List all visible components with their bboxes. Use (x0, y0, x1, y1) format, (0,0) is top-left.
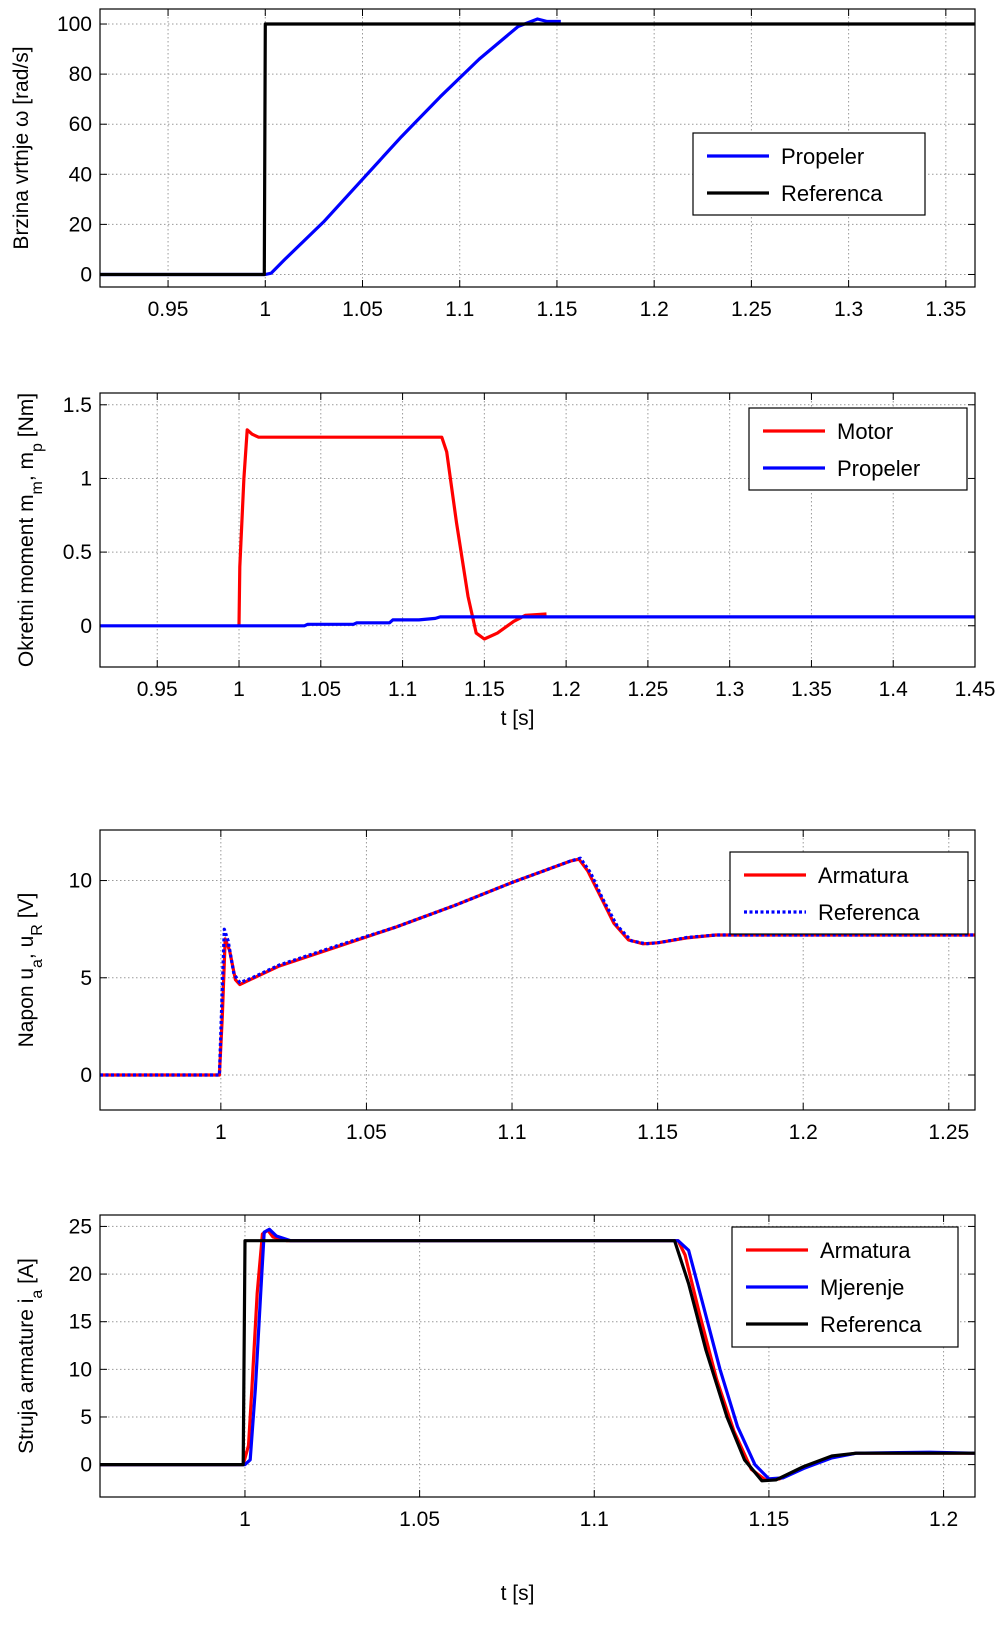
y-tick-label: 25 (69, 1215, 92, 1238)
x-tick-label: 1.15 (464, 678, 505, 701)
axes-box (99, 829, 976, 1111)
y-axis-label: Struja armature ia [A] (15, 1258, 46, 1454)
x-tick-label: 1 (239, 1508, 251, 1531)
x-tick-label: 1.1 (445, 298, 474, 321)
series-line-armatura (100, 857, 975, 1077)
y-tick-label: 5 (80, 967, 92, 990)
legend-label: Mjerenje (820, 1275, 904, 1300)
series-line-propeler (100, 615, 975, 628)
axes-box (99, 8, 976, 288)
x-tick-label: 1.4 (879, 678, 909, 701)
axes-box (99, 1214, 976, 1498)
chart-3: 1 1.05 1.1 1.15 1.2 1.25 0 5 10 Napon ua, uR [V] A… (15, 829, 976, 1144)
y-tick-label: 100 (57, 13, 92, 36)
x-tick-label: 1.35 (925, 298, 966, 321)
x-tick-label: 1.1 (388, 678, 417, 701)
x-tick-label: 1.2 (929, 1508, 958, 1531)
x-tick-label: 1.35 (791, 678, 832, 701)
x-tick-label: 1.2 (552, 678, 581, 701)
legend-box (729, 851, 969, 935)
x-tick-label: 1.05 (342, 298, 383, 321)
x-axis-label: t [s] (501, 707, 535, 730)
y-tick-label: 10 (69, 1358, 92, 1381)
x-tick-label: 1.05 (300, 678, 341, 701)
series-line-referenca (100, 22, 975, 277)
series-line-referenca (100, 1239, 975, 1483)
x-tick-label: 1.3 (834, 298, 863, 321)
x-tick-label: 1.45 (955, 678, 996, 701)
x-tick-label: 1.15 (748, 1508, 789, 1531)
legend-label: Referenca (781, 181, 883, 206)
legend-label: Propeler (837, 456, 920, 481)
legend-label: Motor (837, 419, 893, 444)
legend: Motor Propeler (748, 407, 968, 491)
legend-label: Armatura (818, 863, 909, 888)
legend-label: Propeler (781, 144, 864, 169)
chart-4: 1 1.05 1.1 1.15 1.2 0 5 10 15 20 25 Struja armature… (15, 1214, 976, 1605)
y-tick-label: 20 (69, 213, 92, 236)
y-tick-label: 1.5 (63, 394, 92, 417)
x-tick-label: 1.15 (537, 298, 578, 321)
x-tick-label: 1.25 (731, 298, 772, 321)
y-axis-label: Napon ua, uR [V] (15, 893, 46, 1048)
y-tick-label: 0 (80, 1064, 92, 1087)
x-tick-label: 1.15 (637, 1121, 678, 1144)
x-tick-label: 1.05 (346, 1121, 387, 1144)
x-tick-label: 1.2 (640, 298, 669, 321)
y-axis-label: Okretni moment mm, mp [Nm] (15, 393, 46, 667)
series-line-referenca (100, 856, 975, 1077)
x-tick-label: 1.25 (928, 1121, 969, 1144)
legend: Armatura Mjerenje Referenca (731, 1226, 959, 1348)
series-line-propeler (100, 17, 561, 277)
y-tick-label: 1 (80, 467, 92, 490)
y-tick-label: 0 (80, 1454, 92, 1477)
legend-box (692, 132, 926, 216)
x-tick-label: 1.2 (789, 1121, 818, 1144)
axes-box (99, 392, 976, 668)
x-tick-label: 1.05 (399, 1508, 440, 1531)
x-tick-label: 1 (215, 1121, 227, 1144)
x-tick-label: 1.25 (627, 678, 668, 701)
chart-2: 0.95 1 1.05 1.1 1.15 1.2 1.25 1.3 1.35 1.4 1.45 0 0.… (15, 392, 996, 730)
y-tick-label: 80 (69, 63, 92, 86)
legend-label: Referenca (818, 900, 920, 925)
x-tick-label: 1.1 (497, 1121, 526, 1144)
legend: Armatura Referenca (729, 851, 969, 935)
x-tick-label: 1 (259, 298, 271, 321)
y-tick-label: 0 (80, 615, 92, 638)
legend: Propeler Referenca (692, 132, 926, 216)
y-tick-label: 0.5 (63, 541, 92, 564)
y-tick-label: 0 (80, 263, 92, 286)
series-line-motor (237, 428, 547, 641)
y-tick-label: 20 (69, 1263, 92, 1286)
y-tick-label: 40 (69, 163, 92, 186)
legend-label: Armatura (820, 1238, 911, 1263)
y-axis-label: Brzina vrtnje ω [rad/s] (10, 46, 33, 249)
x-tick-label: 1.1 (580, 1508, 609, 1531)
legend-label: Referenca (820, 1312, 922, 1337)
y-tick-label: 60 (69, 113, 92, 136)
x-tick-label: 1 (233, 678, 245, 701)
x-tick-label: 0.95 (148, 298, 189, 321)
series-line-mjerenje (100, 1227, 975, 1481)
y-tick-label: 5 (80, 1406, 92, 1429)
x-tick-label: 0.95 (137, 678, 178, 701)
y-tick-label: 15 (69, 1311, 92, 1334)
x-tick-label: 1.3 (715, 678, 744, 701)
x-axis-label: t [s] (501, 1582, 535, 1605)
y-tick-label: 10 (69, 870, 92, 893)
chart-1: 0.95 1 1.05 1.1 1.15 1.2 1.25 1.3 1.35 0 20 40 60 80 1… (10, 8, 976, 321)
legend-box (748, 407, 968, 491)
